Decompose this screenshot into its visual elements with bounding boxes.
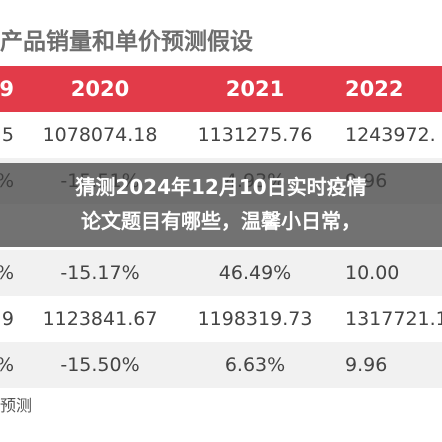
table-row: % -15.50% 6.63% 9.96 — [0, 342, 442, 388]
caption-line: 猜测2024年12月10日实时疫情 — [75, 175, 367, 199]
table-cell: 1243972. — [345, 124, 436, 146]
table-cell: 1317721.1 — [345, 308, 442, 330]
table-cell: 1198319.73 — [197, 308, 313, 330]
header-cell: 2021 — [225, 77, 285, 101]
header-cell: 9 — [0, 77, 14, 101]
footer-text: 预测 — [0, 396, 33, 415]
header-row: 9 2020 2021 2022 — [0, 66, 442, 112]
table-cell: 1078074.18 — [42, 124, 158, 146]
table-cell: 1131275.76 — [197, 124, 313, 146]
table-row: 5 1078074.18 1131275.76 1243972. — [0, 112, 442, 158]
table-cell: 6.63% — [224, 354, 286, 376]
header-cell: 2020 — [70, 77, 130, 101]
table-cell: -15.17% — [60, 262, 140, 284]
table-title: 产品销量和单价预测假设 — [0, 29, 253, 55]
table-cell: -15.50% — [60, 354, 140, 376]
table-cell: % — [0, 250, 14, 296]
table-cell: 1123841.67 — [42, 308, 158, 330]
table-cell: 9.96 — [345, 354, 388, 376]
table-cell: 10.00 — [345, 262, 400, 284]
header-cell: 2022 — [345, 77, 404, 101]
table-row: 9 1123841.67 1198319.73 1317721.1 — [0, 296, 442, 342]
caption-line: 论文题目有哪些，温馨小日常， — [81, 209, 361, 233]
caption-overlay: 猜测2024年12月10日实时疫情 论文题目有哪些，温馨小日常， — [0, 163, 442, 247]
table-cell: 5 — [1, 124, 14, 146]
table-cell: % — [0, 342, 14, 388]
table-row: % -15.17% 46.49% 10.00 — [0, 250, 442, 296]
table-cell: 46.49% — [218, 262, 292, 284]
table-cell: 9 — [1, 308, 14, 330]
